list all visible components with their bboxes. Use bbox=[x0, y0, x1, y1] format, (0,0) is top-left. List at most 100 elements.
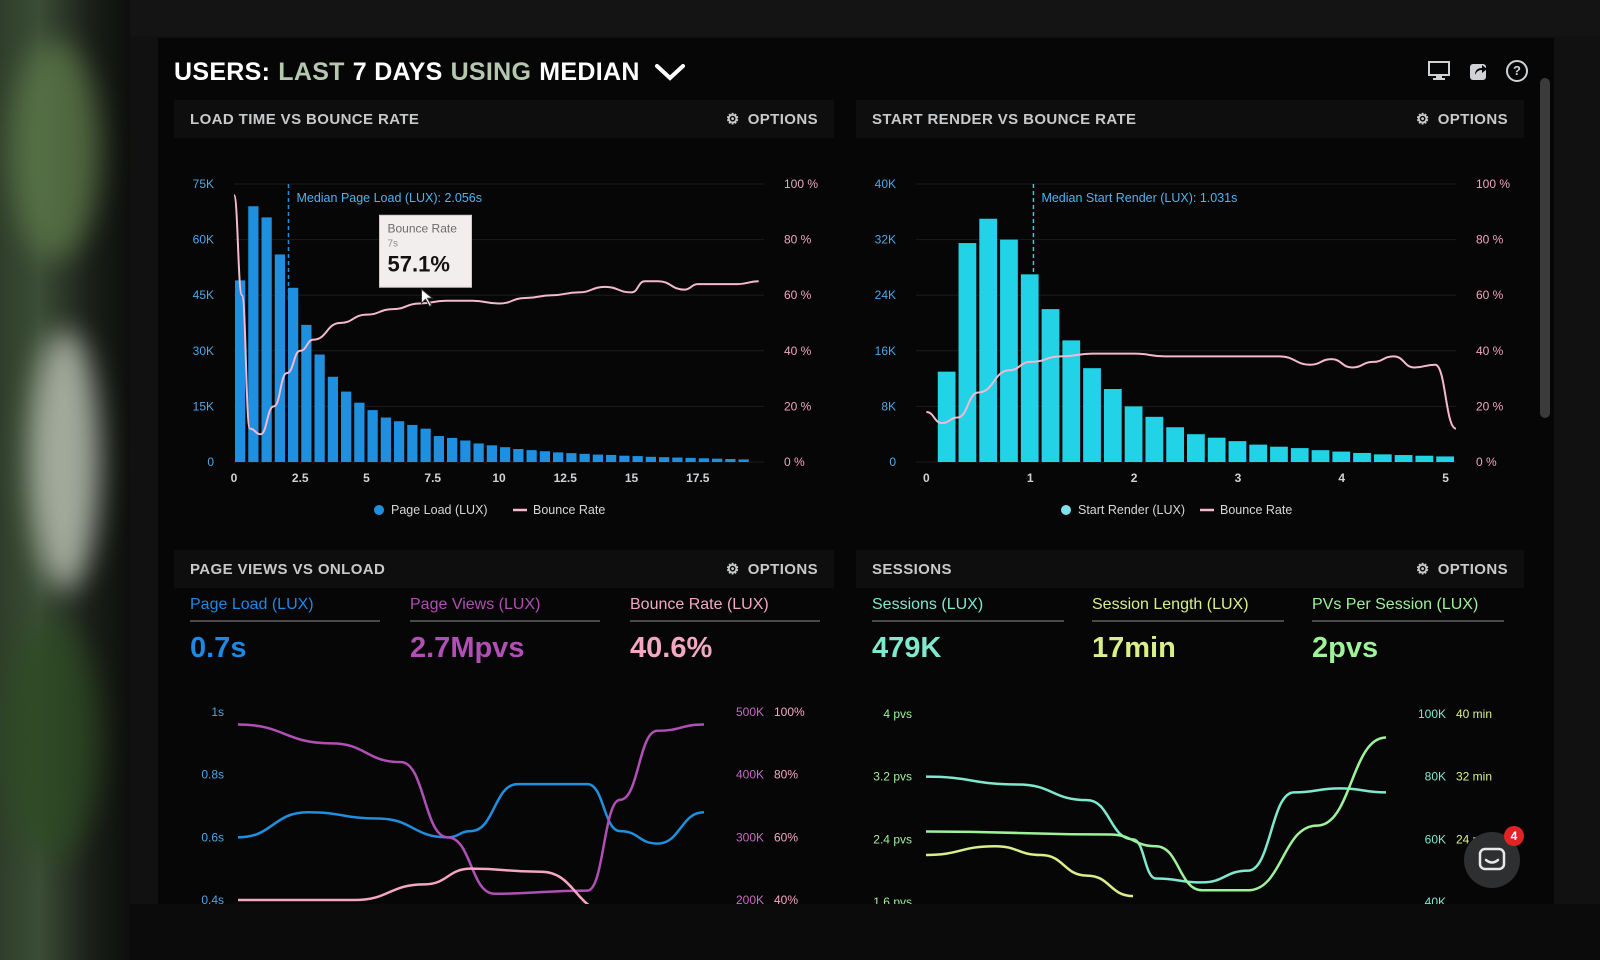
histogram-bar bbox=[1436, 456, 1454, 462]
y3-tick-label: 32 min bbox=[1456, 770, 1492, 784]
y3-tick-label: 40 min bbox=[1456, 707, 1492, 721]
gear-icon: ⚙ bbox=[725, 561, 740, 578]
histogram-bar bbox=[1020, 274, 1039, 462]
histogram-bar bbox=[235, 280, 246, 462]
tooltip-box bbox=[379, 214, 472, 288]
title-users: USERS: bbox=[174, 57, 271, 86]
histogram-bar bbox=[592, 454, 603, 462]
histogram-bar bbox=[645, 456, 656, 462]
options-label: OPTIONS bbox=[1437, 560, 1508, 578]
histogram-bar bbox=[433, 436, 444, 462]
y-tick-label: 15K bbox=[193, 399, 214, 413]
options-button[interactable]: ⚙ OPTIONS bbox=[725, 560, 818, 579]
panel-load-time: LOAD TIME VS BOUNCE RATE ⚙ OPTIONS 0 15K 30… bbox=[174, 100, 834, 520]
dashboard-screen: USERS: LAST 7 DAYS USING MEDIAN ? LOAD T… bbox=[158, 38, 1554, 904]
metric-bounce-rate: Bounce Rate (LUX) 40.6% bbox=[630, 596, 820, 665]
y-tick-label: 40K bbox=[875, 177, 896, 191]
histogram-bar bbox=[301, 324, 312, 462]
histogram-bar bbox=[619, 455, 630, 462]
options-label: OPTIONS bbox=[747, 110, 818, 128]
histogram-bar bbox=[513, 449, 524, 462]
y3-tick-label: 40% bbox=[774, 893, 798, 904]
y2-tick-label: 100K bbox=[1418, 707, 1446, 721]
page-views-chart: 1s 0.8s 0.6s 0.4s 500K 400K 300K 200K 100% 80% 60%… bbox=[201, 705, 805, 904]
metric-sessions: Sessions (LUX) 479K bbox=[872, 596, 1064, 665]
chevron-down-icon[interactable] bbox=[654, 62, 686, 82]
options-button[interactable]: ⚙ OPTIONS bbox=[1416, 110, 1508, 129]
histogram-bar bbox=[958, 243, 977, 462]
x-tick-label: 17.5 bbox=[686, 471, 710, 485]
y2-tick-label: 100 % bbox=[1476, 177, 1510, 191]
dashboard-title[interactable]: USERS: LAST 7 DAYS USING MEDIAN bbox=[174, 54, 686, 90]
panel-header: LOAD TIME VS BOUNCE RATE ⚙ OPTIONS bbox=[174, 100, 834, 138]
panel-header: SESSIONS ⚙ OPTIONS bbox=[856, 550, 1524, 588]
monitor-bezel-bottom bbox=[130, 904, 1600, 960]
histogram-bar bbox=[367, 410, 378, 462]
help-icon[interactable]: ? bbox=[1506, 60, 1528, 82]
histogram-bar bbox=[1145, 416, 1164, 462]
panel-title: SESSIONS bbox=[872, 560, 952, 578]
tooltip-value: 57.1% bbox=[388, 251, 450, 276]
chat-launcher-button[interactable]: 4 bbox=[1464, 826, 1524, 888]
histogram-bar bbox=[606, 454, 617, 462]
x-tick-label: 1 bbox=[1027, 471, 1034, 485]
histogram-bar bbox=[1353, 452, 1371, 462]
y-tick-label: 0.4s bbox=[201, 893, 224, 904]
metric-value: 40.6% bbox=[630, 632, 713, 664]
gear-icon: ⚙ bbox=[1415, 561, 1430, 578]
legend-label: Bounce Rate bbox=[1220, 503, 1292, 517]
options-label: OPTIONS bbox=[747, 560, 818, 578]
share-icon[interactable] bbox=[1466, 60, 1492, 82]
histogram-bar bbox=[500, 447, 511, 462]
scrollbar[interactable] bbox=[1540, 78, 1550, 418]
monitor-icon[interactable] bbox=[1426, 60, 1452, 82]
histogram-bar bbox=[1373, 454, 1392, 462]
histogram-bar bbox=[314, 354, 325, 462]
histogram-bar bbox=[327, 376, 338, 462]
y2-tick-label: 60 % bbox=[1476, 288, 1504, 302]
histogram-bar bbox=[1103, 389, 1122, 462]
histogram-bar bbox=[460, 440, 471, 462]
y2-tick-label: 300K bbox=[736, 830, 764, 844]
y2-tick-label: 0 % bbox=[1476, 455, 1497, 469]
options-button[interactable]: ⚙ OPTIONS bbox=[726, 110, 818, 129]
notification-badge: 4 bbox=[1504, 826, 1524, 846]
legend-label: Bounce Rate bbox=[533, 503, 605, 517]
y-tick-label: 60K bbox=[193, 233, 214, 247]
metric-label: Page Views (LUX) bbox=[410, 596, 600, 622]
x-tick-label: 10 bbox=[492, 471, 506, 485]
histogram-bar bbox=[341, 391, 352, 462]
metric-page-views: Page Views (LUX) 2.7Mpvs bbox=[410, 596, 600, 665]
x-tick-label: 4 bbox=[1338, 471, 1345, 485]
title-last: LAST bbox=[278, 57, 345, 86]
y-tick-label: 0 bbox=[207, 455, 214, 469]
y2-tick-label: 400K bbox=[736, 768, 764, 782]
y2-tick-label: 200K bbox=[736, 893, 764, 904]
panel-header: PAGE VIEWS VS ONLOAD ⚙ OPTIONS bbox=[174, 550, 834, 588]
y-tick-label: 0.6s bbox=[201, 830, 224, 844]
legend-marker bbox=[1061, 505, 1071, 515]
y2-tick-label: 40 % bbox=[1476, 344, 1504, 358]
metric-label: Page Load (LUX) bbox=[190, 596, 380, 622]
background-plant bbox=[0, 0, 130, 960]
top-toolbar: ? bbox=[1426, 60, 1528, 82]
options-button[interactable]: ⚙ OPTIONS bbox=[1415, 560, 1508, 579]
leaf-shape bbox=[0, 620, 100, 860]
histogram-bar bbox=[979, 218, 998, 462]
histogram-bar bbox=[380, 417, 391, 462]
y3-tick-label: 100% bbox=[774, 705, 805, 719]
y2-tick-label: 40 % bbox=[784, 344, 812, 358]
median-annotation: Median Page Load (LUX): 2.056s bbox=[296, 191, 482, 205]
y-tick-label: 0.8s bbox=[201, 768, 224, 782]
y-tick-label: 75K bbox=[193, 177, 214, 191]
bounce-rate-line bbox=[233, 194, 759, 436]
metric-label: Session Length (LUX) bbox=[1092, 596, 1284, 622]
title-range: 7 DAYS bbox=[352, 57, 443, 86]
series-line bbox=[925, 844, 1134, 898]
tooltip-label: Bounce Rate bbox=[388, 221, 458, 235]
metric-label: PVs Per Session (LUX) bbox=[1312, 596, 1504, 622]
panel-title: LOAD TIME VS BOUNCE RATE bbox=[190, 110, 420, 128]
histogram-bar bbox=[1062, 340, 1081, 462]
series-line bbox=[237, 782, 705, 845]
histogram-bar bbox=[698, 458, 709, 462]
